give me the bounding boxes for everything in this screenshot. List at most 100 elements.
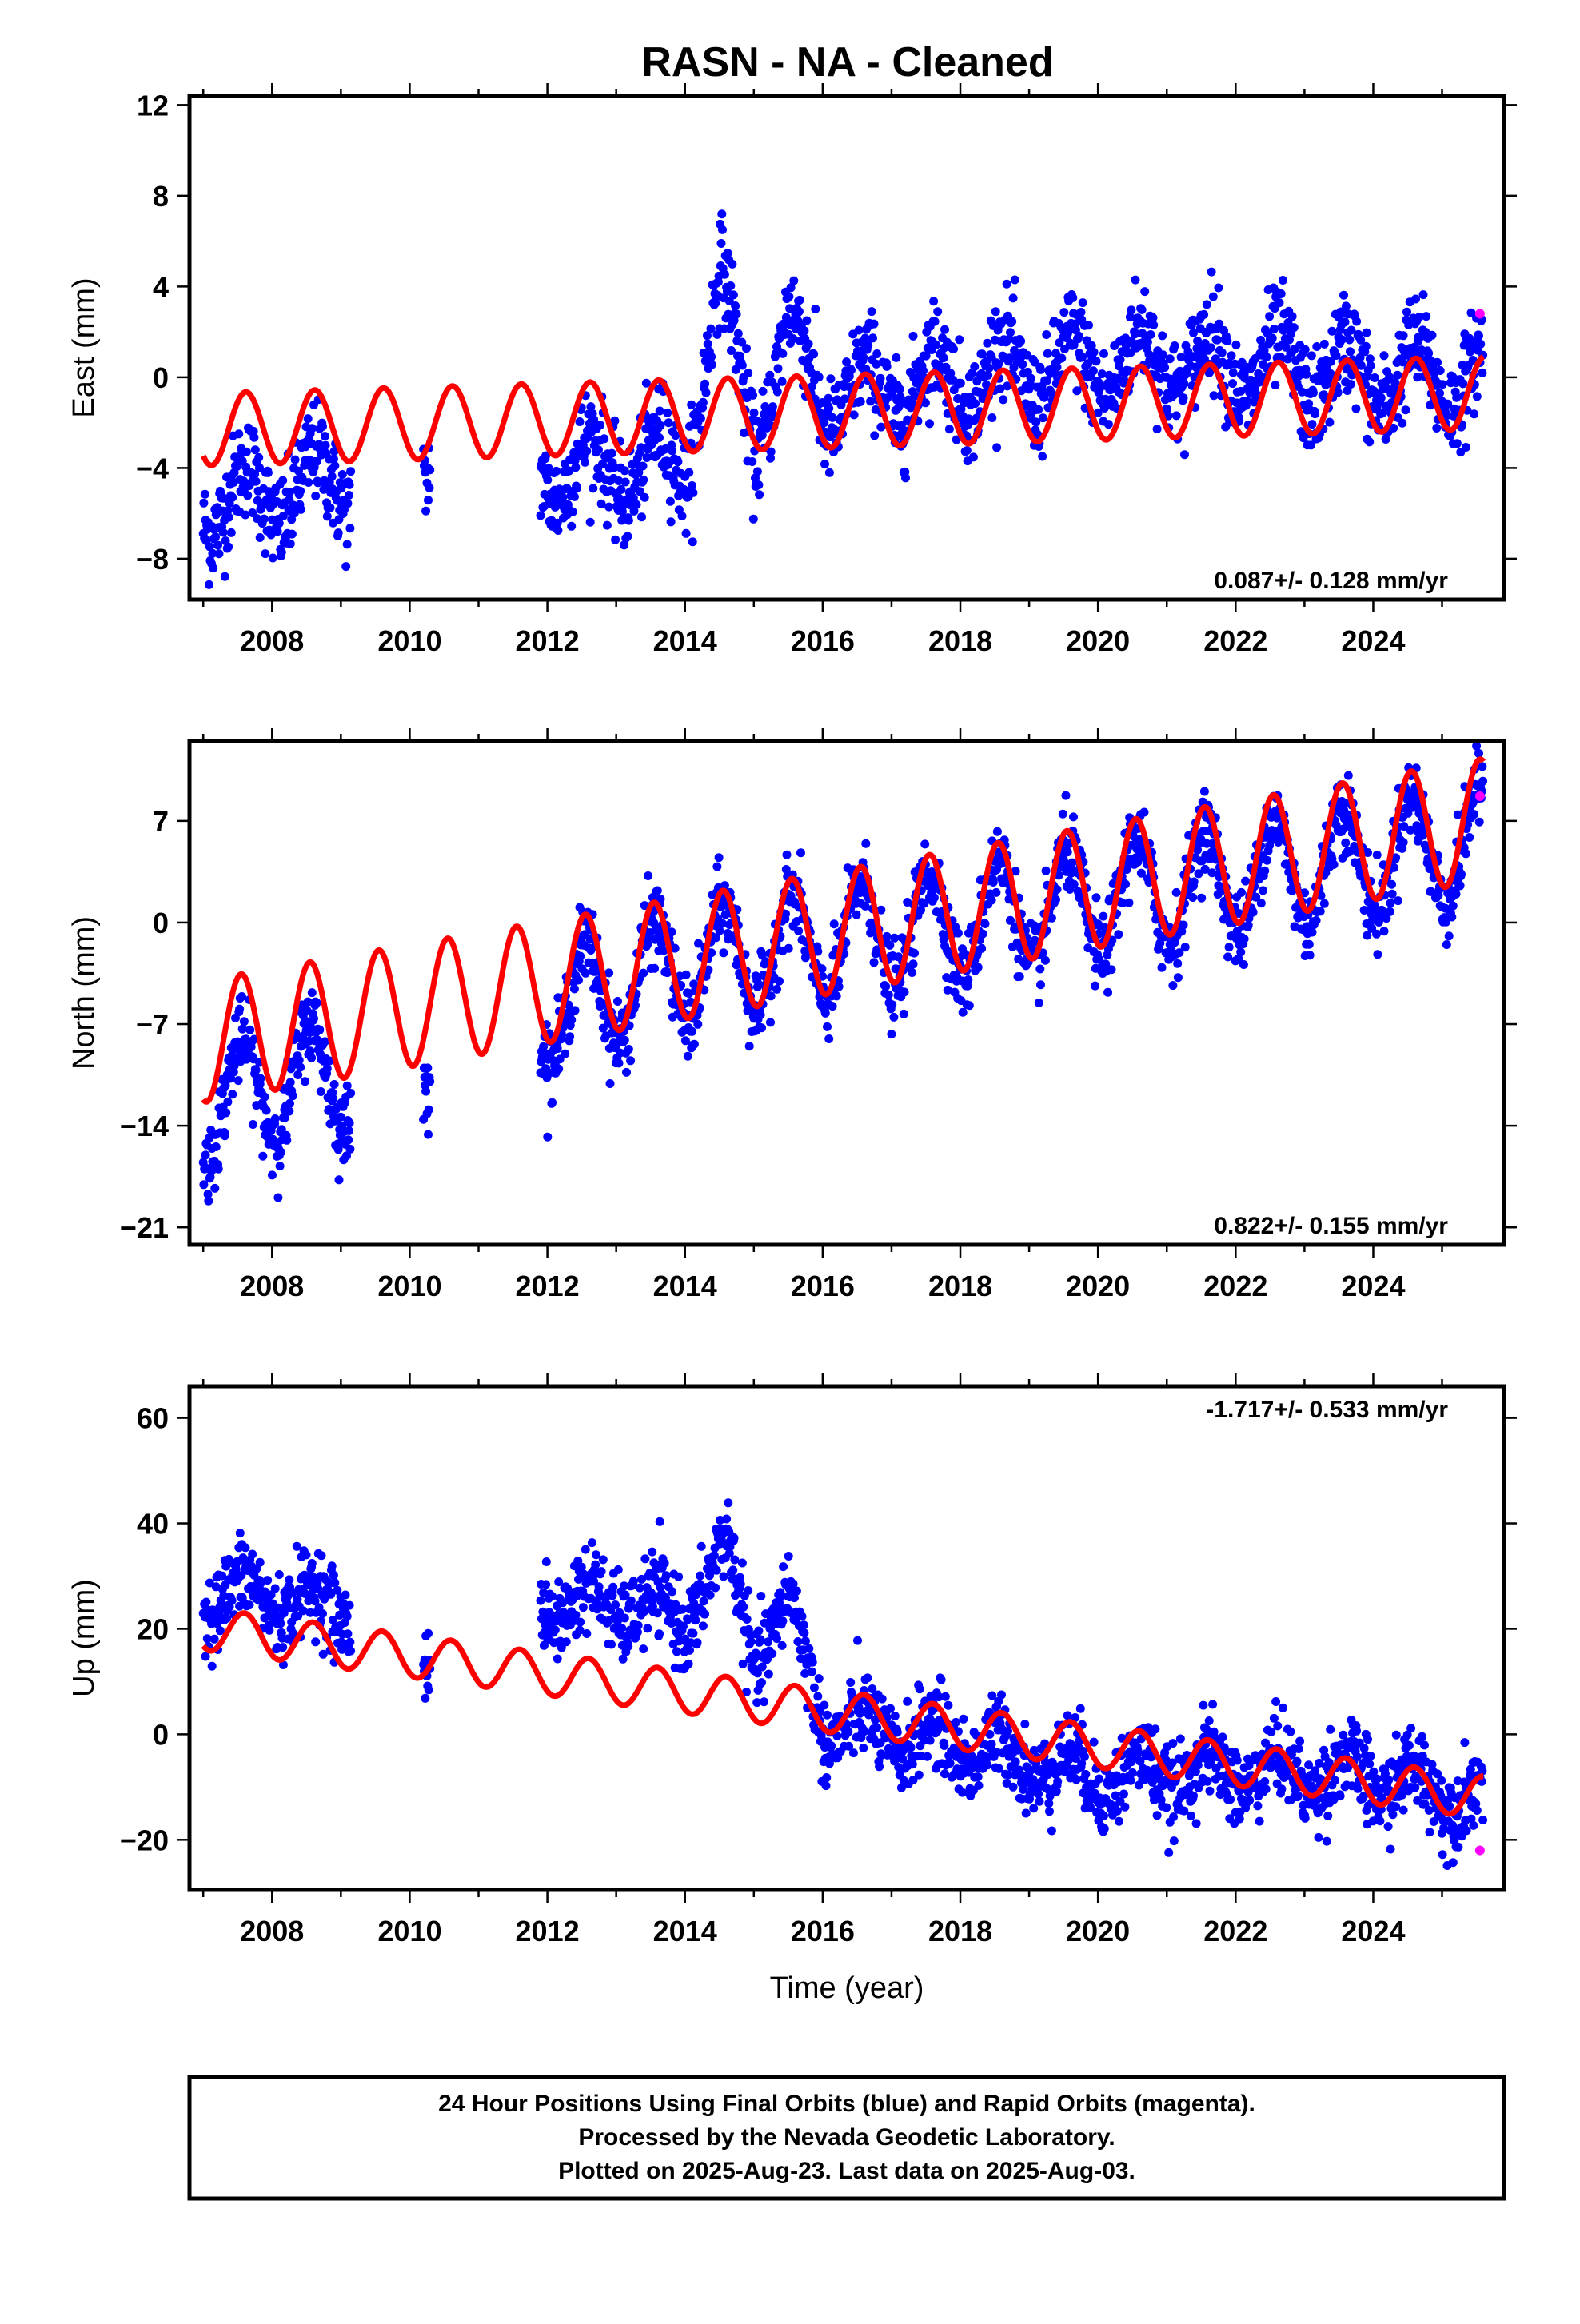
data-point bbox=[258, 1152, 267, 1161]
data-point bbox=[648, 1548, 656, 1557]
data-point bbox=[822, 1773, 831, 1782]
data-point bbox=[1290, 323, 1299, 332]
data-point bbox=[620, 1036, 629, 1045]
y-tick-label: −7 bbox=[136, 1008, 169, 1041]
data-point bbox=[672, 1647, 681, 1656]
data-point bbox=[664, 418, 673, 427]
data-point bbox=[345, 480, 354, 489]
data-point bbox=[754, 480, 763, 489]
data-point bbox=[234, 429, 243, 438]
data-point bbox=[1432, 424, 1441, 433]
y-tick-label: 4 bbox=[153, 270, 169, 303]
data-point bbox=[849, 1748, 858, 1757]
data-point bbox=[1125, 899, 1134, 907]
data-point bbox=[685, 1646, 694, 1655]
data-point bbox=[1402, 308, 1411, 317]
data-point bbox=[311, 492, 320, 500]
data-point bbox=[1140, 808, 1149, 817]
data-point bbox=[778, 377, 787, 386]
data-point bbox=[345, 524, 354, 532]
data-point bbox=[747, 1637, 756, 1646]
y-tick-label: 0 bbox=[153, 907, 169, 939]
data-point bbox=[1260, 867, 1269, 875]
data-point bbox=[779, 1562, 788, 1571]
data-point bbox=[345, 1126, 353, 1135]
data-point bbox=[1373, 950, 1382, 959]
data-point bbox=[772, 985, 781, 994]
data-point bbox=[892, 353, 900, 362]
y-axis-label: North (mm) bbox=[67, 916, 101, 1070]
x-tick-label: 2016 bbox=[791, 624, 855, 657]
data-point bbox=[1092, 893, 1101, 902]
data-point bbox=[222, 1614, 231, 1623]
data-point bbox=[1042, 867, 1051, 875]
data-point bbox=[667, 517, 676, 526]
data-point bbox=[859, 1744, 868, 1752]
data-point bbox=[1309, 389, 1318, 397]
data-point bbox=[1036, 980, 1045, 989]
data-point bbox=[1325, 418, 1334, 427]
data-point bbox=[1399, 838, 1408, 847]
data-point bbox=[778, 349, 787, 358]
data-point bbox=[278, 476, 287, 485]
data-point bbox=[643, 1624, 652, 1632]
data-point bbox=[1478, 777, 1487, 786]
data-point bbox=[341, 1591, 350, 1600]
x-tick-label: 2016 bbox=[791, 1270, 855, 1302]
data-point bbox=[736, 1580, 745, 1589]
data-point bbox=[792, 1587, 801, 1596]
data-point bbox=[804, 1644, 813, 1653]
data-point bbox=[245, 1600, 254, 1609]
data-point bbox=[423, 1063, 432, 1072]
data-point bbox=[964, 975, 972, 984]
data-point bbox=[870, 958, 879, 967]
data-point bbox=[804, 340, 813, 349]
y-axis-label: East (mm) bbox=[67, 277, 101, 417]
data-point bbox=[285, 1099, 294, 1108]
data-point bbox=[221, 572, 229, 581]
data-point bbox=[594, 445, 603, 454]
data-point bbox=[855, 326, 864, 335]
data-point bbox=[1079, 298, 1087, 307]
data-point bbox=[1422, 312, 1430, 321]
data-point bbox=[1188, 893, 1197, 902]
data-point bbox=[1470, 810, 1478, 819]
data-point bbox=[1345, 336, 1354, 345]
data-point bbox=[425, 465, 434, 474]
data-point bbox=[1036, 365, 1045, 374]
data-point bbox=[591, 1561, 600, 1569]
data-point bbox=[745, 1042, 754, 1050]
data-point bbox=[1213, 336, 1222, 345]
data-point bbox=[989, 878, 998, 887]
data-point bbox=[809, 349, 818, 358]
data-point bbox=[318, 1609, 327, 1618]
data-point bbox=[600, 434, 608, 443]
data-point bbox=[1465, 833, 1474, 842]
data-point bbox=[308, 988, 317, 997]
data-point bbox=[268, 1170, 277, 1179]
data-point bbox=[565, 1032, 574, 1041]
data-point bbox=[1057, 354, 1066, 363]
data-point bbox=[317, 1087, 325, 1096]
data-point bbox=[1438, 380, 1447, 389]
x-tick-label: 2020 bbox=[1066, 1270, 1130, 1302]
data-point bbox=[276, 1619, 285, 1628]
data-point bbox=[1428, 331, 1437, 340]
data-point bbox=[639, 476, 648, 484]
data-point bbox=[425, 1685, 433, 1694]
data-point bbox=[343, 499, 352, 508]
data-point bbox=[273, 527, 282, 536]
data-point bbox=[1009, 293, 1018, 302]
data-point bbox=[1131, 276, 1140, 285]
data-point bbox=[254, 453, 263, 462]
data-point bbox=[872, 349, 881, 358]
data-point bbox=[211, 532, 220, 541]
data-point bbox=[639, 969, 648, 978]
data-point bbox=[696, 414, 705, 423]
data-point bbox=[820, 1701, 828, 1710]
data-point bbox=[608, 1591, 617, 1600]
data-point bbox=[573, 484, 581, 492]
data-point bbox=[1351, 405, 1360, 413]
data-point bbox=[688, 488, 697, 497]
data-point bbox=[1390, 378, 1399, 387]
